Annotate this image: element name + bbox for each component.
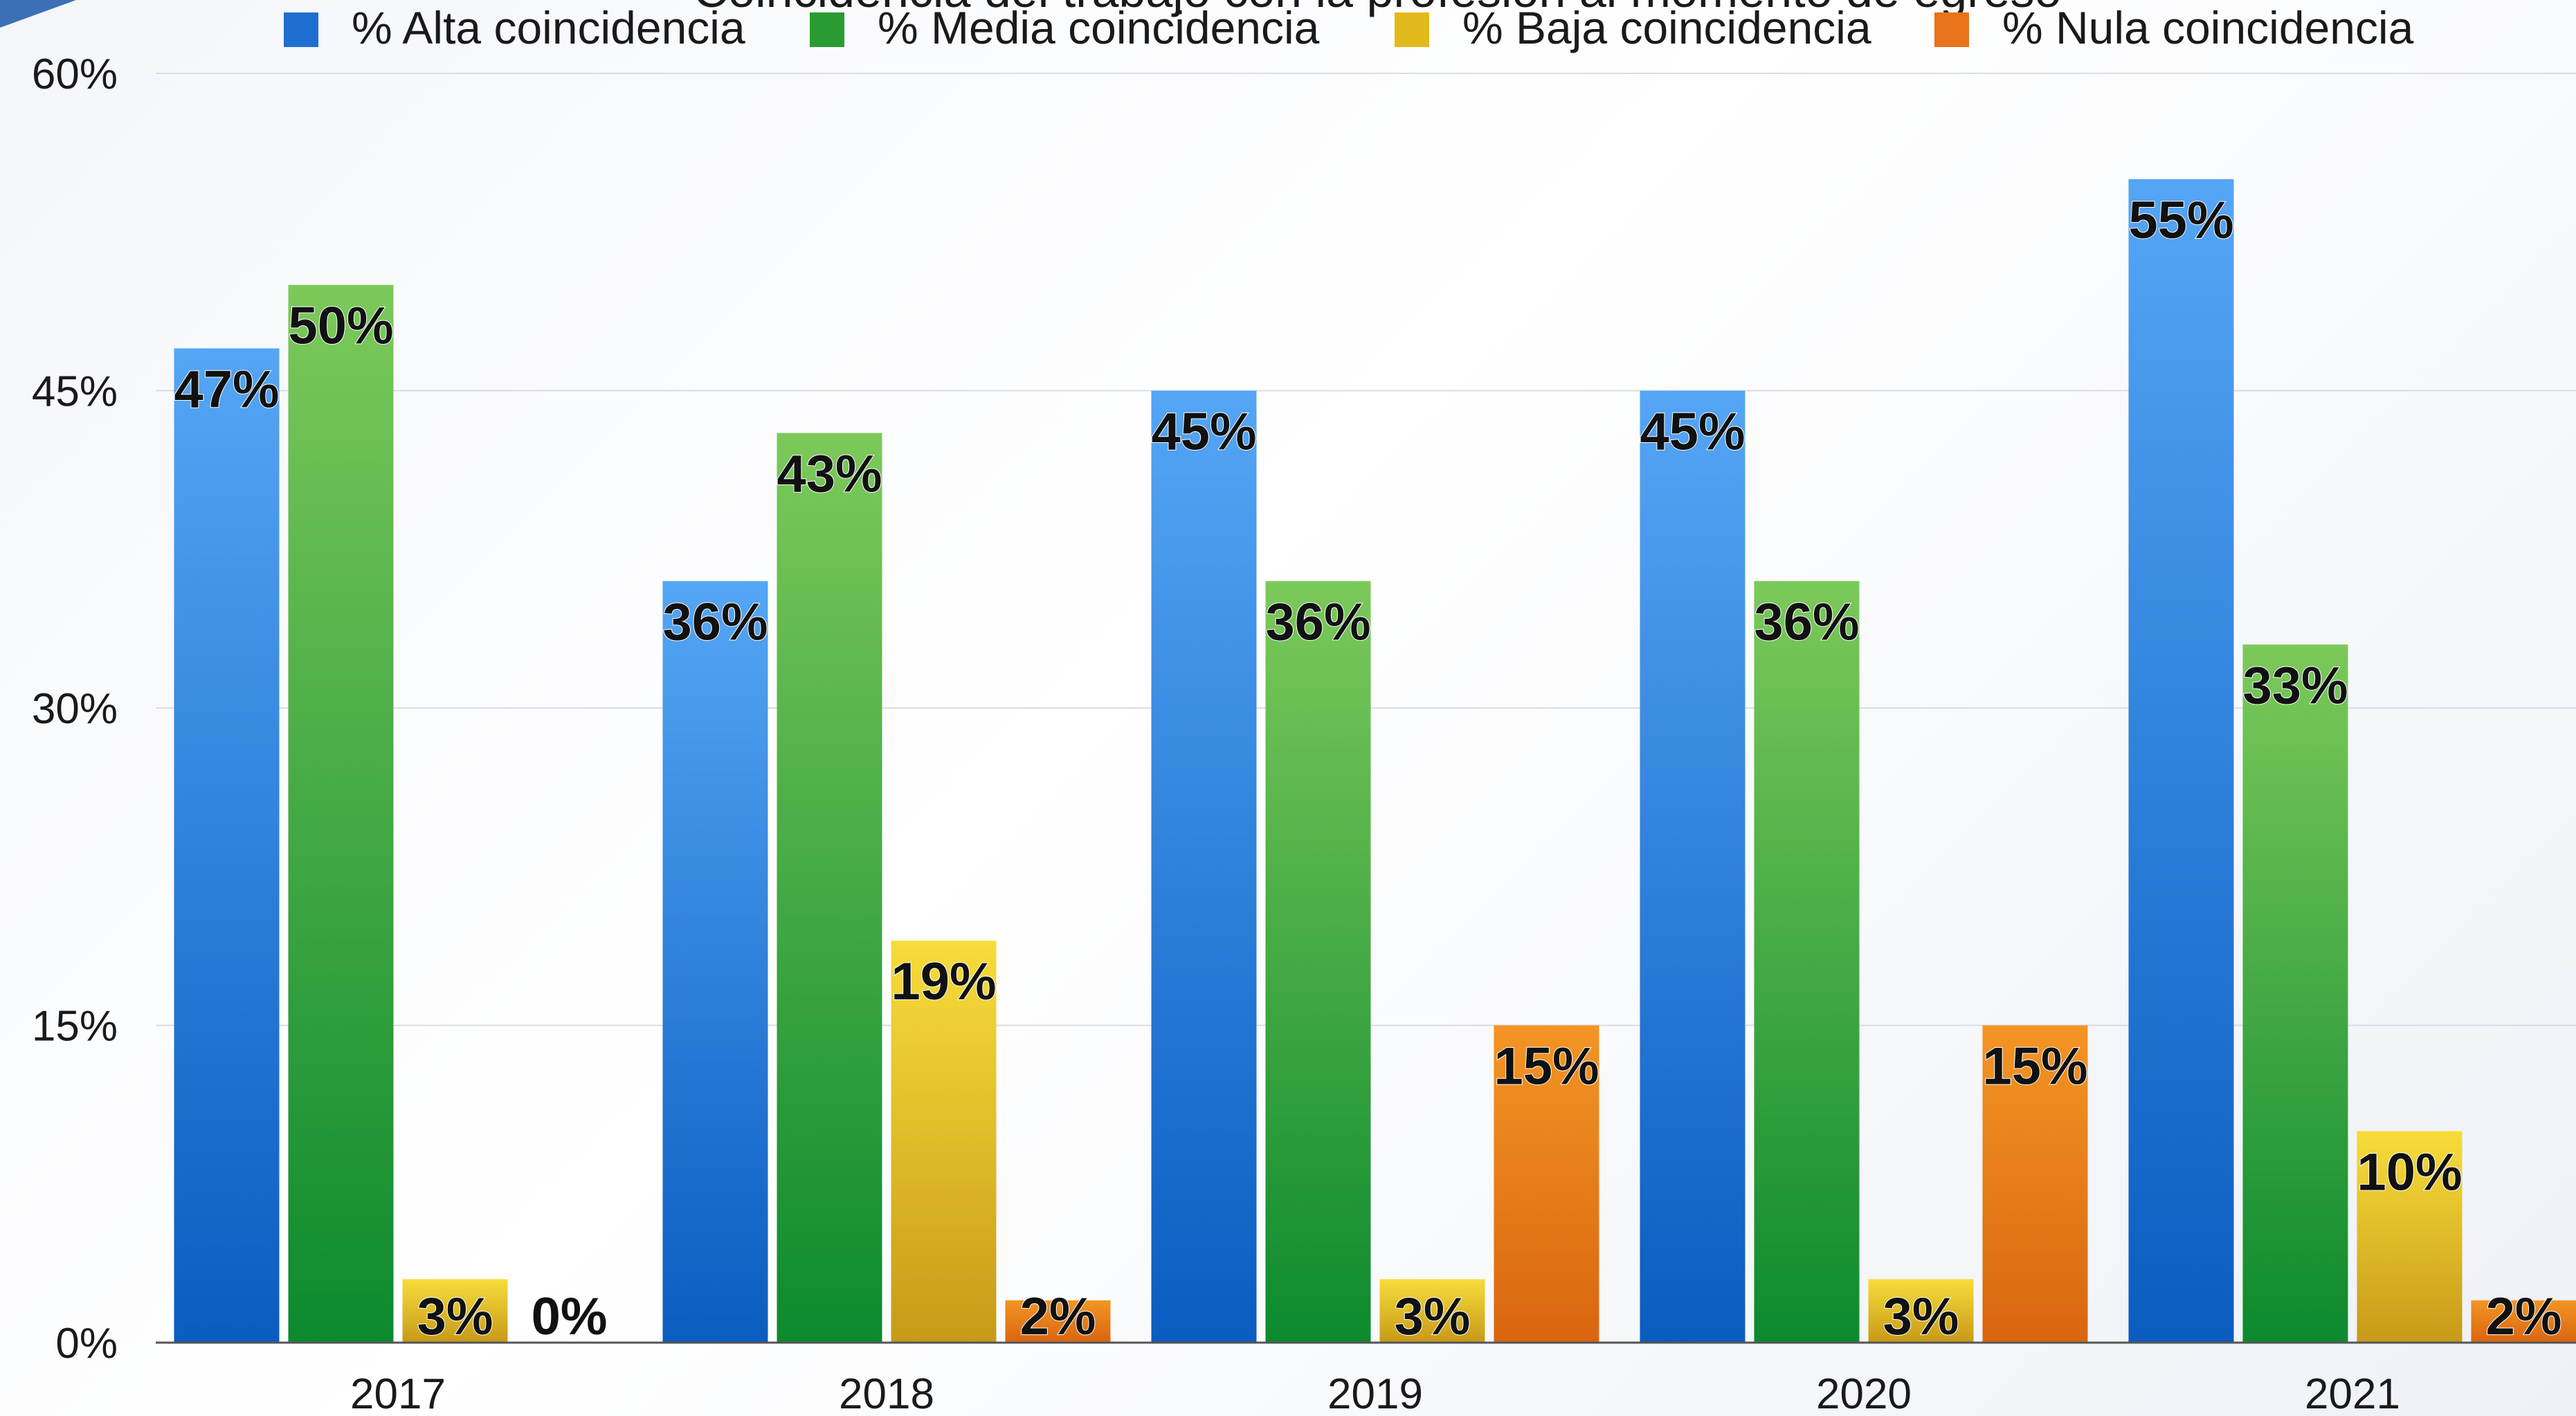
data-label: 45% xyxy=(1151,403,1256,462)
bar-2019-series-4 xyxy=(1494,1025,1599,1343)
data-label: 15% xyxy=(1982,1037,2087,1096)
y-tick-label: 60% xyxy=(32,51,118,98)
data-label: 0% xyxy=(532,1287,608,1346)
bar-2019-series-2 xyxy=(1265,581,1371,1343)
bar-2020-series-4 xyxy=(1982,1025,2088,1343)
chart-title: Coincidencia del trabajo con la profesió… xyxy=(693,0,2062,17)
bar-2019-series-3 xyxy=(1379,1279,1485,1343)
bar-2021-series-2 xyxy=(2242,644,2348,1343)
legend-swatch xyxy=(284,12,318,47)
legend-swatch xyxy=(810,12,844,47)
y-tick-label: 45% xyxy=(32,368,118,416)
y-tick-label: 15% xyxy=(32,1003,118,1051)
bar-2017-series-3 xyxy=(402,1279,508,1343)
data-label: 3% xyxy=(1395,1287,1471,1346)
data-label: 15% xyxy=(1494,1037,1599,1096)
x-tick-label: 2021 xyxy=(2305,1370,2400,1416)
bar-2018-series-1 xyxy=(662,581,768,1343)
data-label: 55% xyxy=(2128,191,2233,250)
bar-2020-series-2 xyxy=(1754,581,1860,1343)
data-label: 3% xyxy=(417,1287,493,1346)
data-label: 33% xyxy=(2242,656,2348,715)
corner-decoration xyxy=(0,0,76,28)
legend-swatch xyxy=(1395,12,1429,47)
x-tick-label: 2020 xyxy=(1816,1370,1912,1416)
data-label: 3% xyxy=(1883,1287,1959,1346)
y-tick-label: 30% xyxy=(32,685,118,733)
y-tick-label: 0% xyxy=(55,1320,118,1368)
bar-2019-series-1 xyxy=(1151,390,1257,1343)
bar-2020-series-1 xyxy=(1640,390,1745,1343)
data-label: 19% xyxy=(891,952,996,1011)
legend-label: % Media coincidencia xyxy=(878,2,1320,53)
data-label: 10% xyxy=(2357,1143,2462,1201)
data-label: 2% xyxy=(1020,1287,1096,1346)
bar-2021-series-4 xyxy=(2471,1300,2576,1343)
bar-2017-series-1 xyxy=(174,348,280,1343)
legend-label: % Alta coincidencia xyxy=(352,2,745,53)
bar-2020-series-3 xyxy=(1868,1279,1974,1343)
data-label: 43% xyxy=(777,445,882,504)
bar-2021-series-1 xyxy=(2128,179,2234,1343)
bar-2021-series-3 xyxy=(2357,1131,2462,1343)
legend-swatch xyxy=(1934,12,1969,47)
data-label: 47% xyxy=(174,360,279,419)
bar-2018-series-3 xyxy=(891,941,997,1343)
legend-label: % Nula coincidencia xyxy=(2002,2,2414,53)
x-tick-label: 2018 xyxy=(839,1370,934,1416)
bar-2018-series-4 xyxy=(1005,1300,1111,1343)
legend-label: % Baja coincidencia xyxy=(1462,2,1871,53)
x-tick-label: 2019 xyxy=(1327,1370,1423,1416)
data-label: 45% xyxy=(1640,403,1745,462)
bar-2017-series-2 xyxy=(288,284,394,1343)
x-tick-label: 2017 xyxy=(350,1370,446,1416)
data-label: 36% xyxy=(1265,593,1370,652)
data-label: 36% xyxy=(662,593,768,652)
data-label: 36% xyxy=(1754,593,1859,652)
data-label: 50% xyxy=(288,297,393,356)
bar-2018-series-2 xyxy=(777,433,882,1343)
data-label: 2% xyxy=(2486,1287,2562,1346)
